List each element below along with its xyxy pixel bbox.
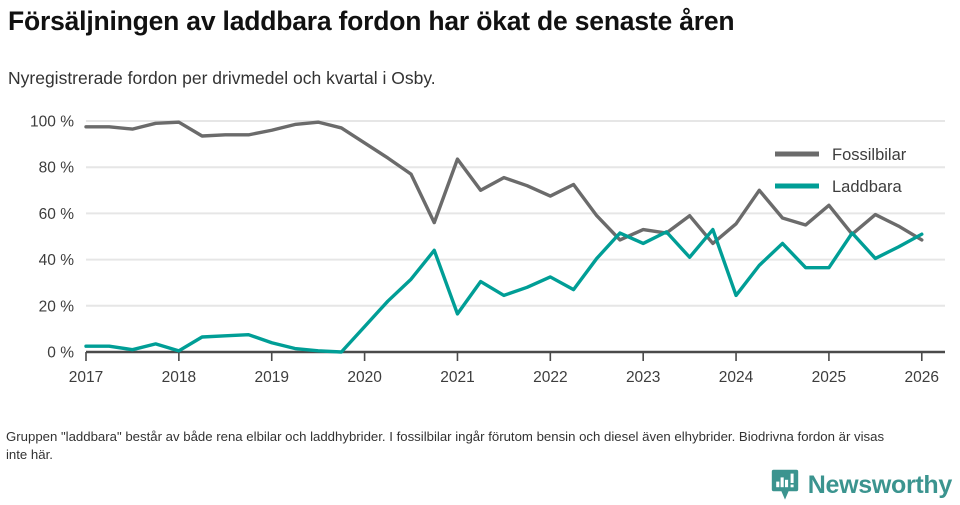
x-axis-tick-label: 2025 bbox=[812, 369, 846, 386]
x-axis-tick-label: 2020 bbox=[347, 369, 382, 386]
page-title: Försäljningen av laddbara fordon har öka… bbox=[8, 6, 735, 36]
page-subtitle: Nyregistrerade fordon per drivmedel och … bbox=[8, 68, 436, 88]
y-axis-tick-label: 60 % bbox=[39, 206, 75, 223]
series-line-fossilbilar bbox=[84, 120, 924, 246]
newsworthy-pin-icon bbox=[771, 469, 798, 500]
x-axis-tick-label: 2018 bbox=[162, 369, 196, 386]
legend-label-fossilbilar: Fossilbilar bbox=[832, 146, 907, 164]
legend-label-laddbara: Laddbara bbox=[832, 178, 903, 196]
x-axis-tick-label: 2021 bbox=[440, 369, 474, 386]
series-line-laddbara bbox=[84, 227, 924, 354]
newsworthy-logo-text: Newsworthy bbox=[807, 470, 953, 499]
y-axis-tick-label: 40 % bbox=[39, 252, 75, 269]
line-chart: 0 % 20 % 40 % 60 % 80 % 100 % 2017 2018 2019 2020… bbox=[0, 108, 960, 398]
y-axis-tick-label: 20 % bbox=[39, 298, 75, 315]
x-axis-tick-label: 2026 bbox=[905, 369, 939, 386]
y-axis-tick-label: 0 % bbox=[47, 345, 74, 362]
x-axis-tick-label: 2019 bbox=[254, 369, 288, 386]
y-axis-tick-label: 100 % bbox=[30, 114, 74, 131]
x-axis-tick-label: 2017 bbox=[69, 369, 103, 386]
x-axis-tick-label: 2024 bbox=[719, 369, 754, 386]
chart-footnote: Gruppen "laddbara" består av både rena e… bbox=[6, 429, 885, 463]
newsworthy-logo[interactable]: Newsworthy bbox=[771, 468, 952, 502]
chart-canvas: 0 % 20 % 40 % 60 % 80 % 100 % 2017 2018 2019 2020… bbox=[30, 114, 945, 386]
x-axis-tick-label: 2022 bbox=[533, 369, 567, 386]
x-axis-tick-label: 2023 bbox=[626, 369, 660, 386]
y-axis-tick-label: 80 % bbox=[39, 160, 75, 177]
